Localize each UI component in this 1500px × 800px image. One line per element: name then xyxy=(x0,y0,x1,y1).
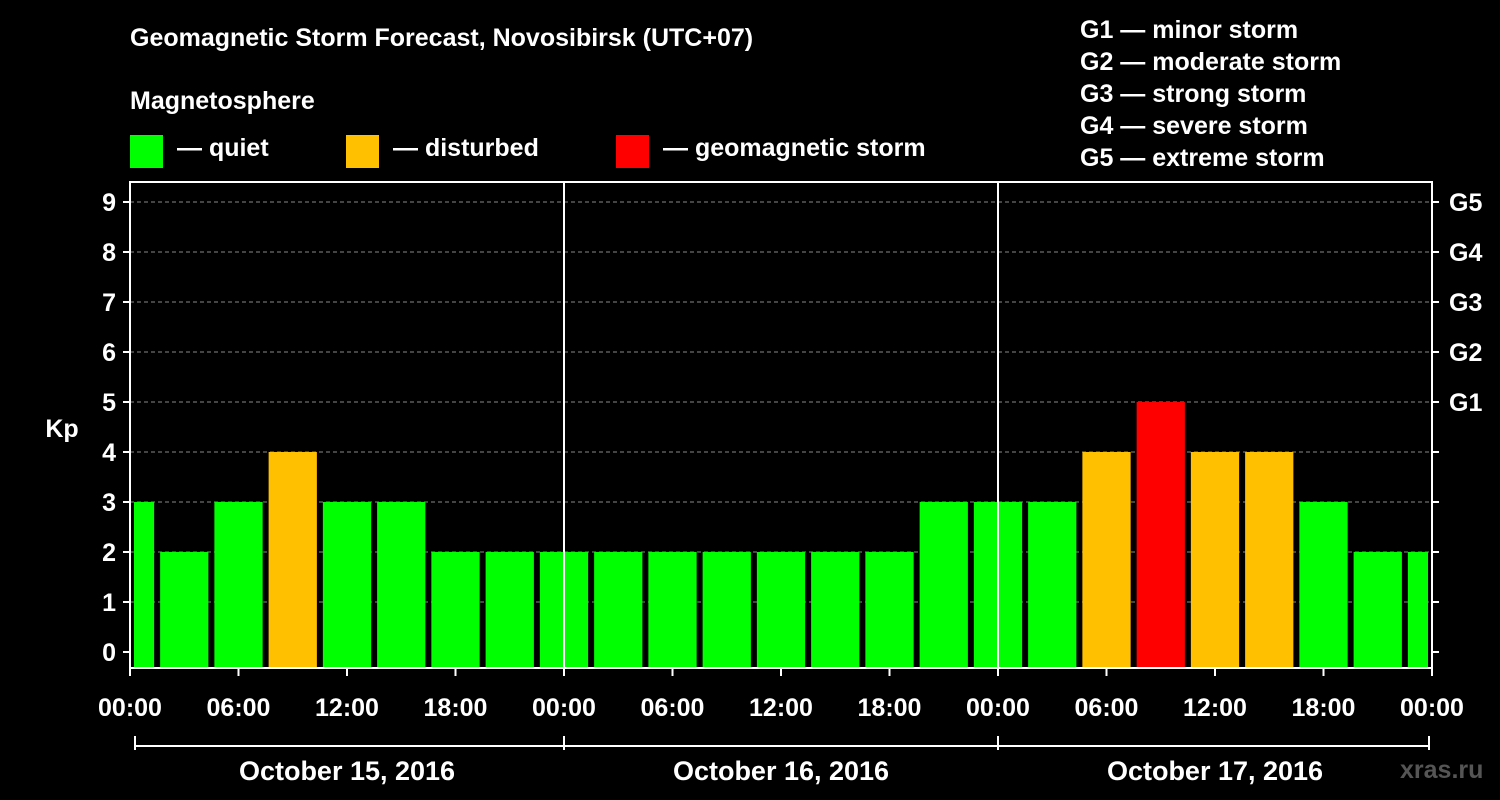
scale-item-g3: G3 — strong storm xyxy=(1080,80,1307,108)
date-label-2: October 17, 2016 xyxy=(1107,756,1323,786)
bar-4 xyxy=(322,502,372,668)
g-scale-label-g4: G4 xyxy=(1449,239,1482,267)
g-scale-label-g2: G2 xyxy=(1449,339,1482,367)
bar-19 xyxy=(1136,402,1185,668)
bar-12 xyxy=(756,552,806,668)
x-tick-label-2: 12:00 xyxy=(315,694,379,722)
y-tick-label-4: 4 xyxy=(102,439,116,467)
g-scale-label-g5: G5 xyxy=(1449,189,1482,217)
y-tick-label-5: 5 xyxy=(102,389,116,417)
y-tick-label-9: 9 xyxy=(102,189,116,217)
bar-23 xyxy=(1353,552,1402,668)
g-scale-label-g1: G1 xyxy=(1449,389,1482,417)
legend-swatch-disturbed xyxy=(346,135,379,168)
x-tick-label-4: 00:00 xyxy=(532,694,596,722)
chart-title: Geomagnetic Storm Forecast, Novosibirsk … xyxy=(130,24,754,52)
storm-scale-legend: G1 — minor storm G2 — moderate storm G3 … xyxy=(1080,14,1341,174)
bar-7 xyxy=(485,552,534,668)
y-tick-label-6: 6 xyxy=(102,339,116,367)
bar-2 xyxy=(214,502,263,668)
date-label-0: October 15, 2016 xyxy=(239,756,455,786)
x-tick-label-10: 12:00 xyxy=(1183,694,1247,722)
bar-5 xyxy=(377,502,426,668)
watermark: xras.ru xyxy=(1400,756,1484,784)
x-tick-label-11: 18:00 xyxy=(1292,694,1356,722)
scale-item-g2: G2 — moderate storm xyxy=(1080,48,1342,76)
y-tick-label-3: 3 xyxy=(102,489,116,517)
legend-label-disturbed: — disturbed xyxy=(393,134,539,162)
bar-15 xyxy=(919,502,968,668)
y-tick-label-7: 7 xyxy=(102,289,116,317)
y-tick-label-2: 2 xyxy=(102,539,116,567)
bar-18 xyxy=(1082,452,1131,668)
bar-17 xyxy=(1028,502,1077,668)
x-tick-label-3: 18:00 xyxy=(424,694,488,722)
bar-13 xyxy=(811,552,860,668)
y-tick-label-1: 1 xyxy=(102,589,116,617)
scale-item-g4: G4 — severe storm xyxy=(1080,112,1308,140)
x-tick-label-12: 00:00 xyxy=(1400,694,1464,722)
legend-label-quiet: — quiet xyxy=(177,134,269,162)
date-label-1: October 16, 2016 xyxy=(673,756,889,786)
bar-3 xyxy=(268,452,317,668)
x-tick-label-6: 12:00 xyxy=(749,694,813,722)
legend-swatch-quiet xyxy=(130,135,163,168)
x-tick-label-8: 00:00 xyxy=(966,694,1030,722)
bar-22 xyxy=(1299,502,1348,668)
legend-label-storm: — geomagnetic storm xyxy=(663,134,926,162)
x-tick-label-9: 06:00 xyxy=(1075,694,1139,722)
bar-10 xyxy=(648,552,697,668)
x-tick-label-5: 06:00 xyxy=(641,694,705,722)
y-tick-label-8: 8 xyxy=(102,239,116,267)
bar-11 xyxy=(702,552,751,668)
bar-14 xyxy=(865,552,914,668)
x-tick-label-1: 06:00 xyxy=(207,694,271,722)
bar-20 xyxy=(1190,452,1240,668)
g-scale-label-g3: G3 xyxy=(1449,289,1482,317)
y-tick-label-0: 0 xyxy=(102,639,116,667)
bar-1 xyxy=(160,552,209,668)
x-tick-label-7: 18:00 xyxy=(858,694,922,722)
x-tick-label-0: 00:00 xyxy=(98,694,162,722)
bar-6 xyxy=(431,552,480,668)
bar-9 xyxy=(594,552,643,668)
bar-24 xyxy=(1407,552,1428,668)
bar-21 xyxy=(1245,452,1294,668)
scale-item-g1: G1 — minor storm xyxy=(1080,16,1299,44)
legend-swatch-storm xyxy=(616,135,649,168)
bar-0 xyxy=(134,502,155,668)
magnetosphere-label: Magnetosphere xyxy=(130,87,315,115)
y-axis-label: Kp xyxy=(45,415,78,443)
scale-item-g5: G5 — extreme storm xyxy=(1080,144,1325,172)
